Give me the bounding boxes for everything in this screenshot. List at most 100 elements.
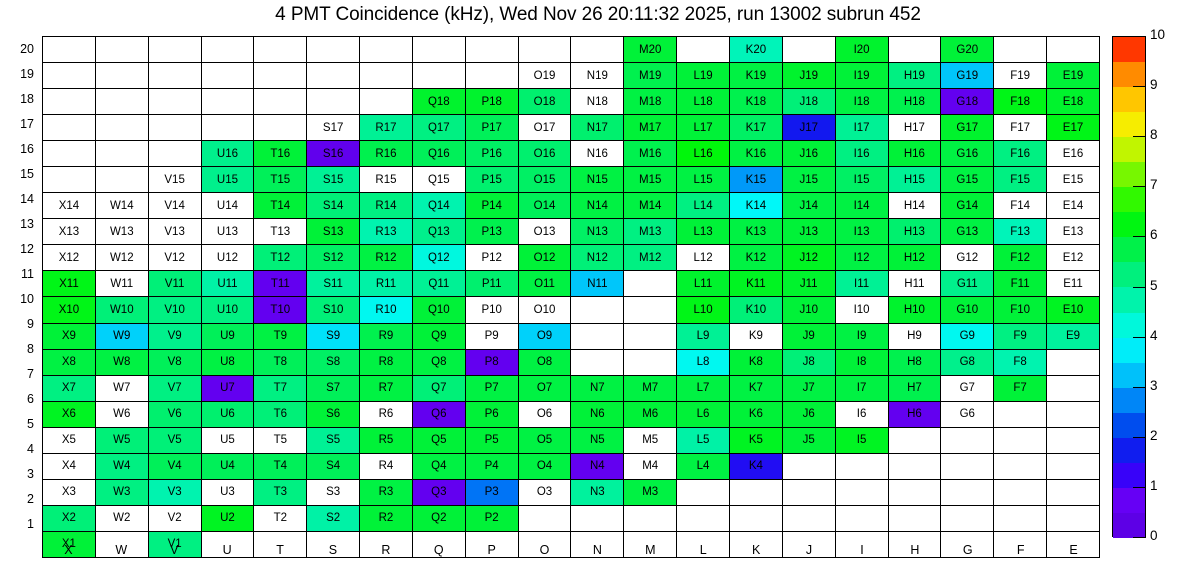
heatmap-cell-G15: G15 bbox=[940, 166, 995, 194]
heatmap-cell-E13: E13 bbox=[1046, 218, 1100, 246]
colorbar-tick-mark bbox=[1133, 336, 1146, 338]
heatmap-cell-U4: U4 bbox=[200, 452, 255, 480]
y-axis-tick-14: 14 bbox=[20, 191, 34, 206]
heatmap-cell-empty bbox=[834, 478, 889, 506]
heatmap-cell-F11: F11 bbox=[993, 270, 1048, 298]
heatmap-cell-empty bbox=[834, 504, 889, 532]
heatmap-cell-H15: H15 bbox=[887, 166, 942, 194]
heatmap-cell-K4: K4 bbox=[728, 452, 783, 480]
heatmap-cell-T16: T16 bbox=[253, 140, 308, 168]
heatmap-cell-P17: P17 bbox=[464, 114, 519, 142]
heatmap-row: X11 W11 V11 U11 T11 S11 R11 Q11 P11 O11 N11 L11 K11 J… bbox=[42, 270, 1100, 298]
heatmap-cell-U11: U11 bbox=[200, 270, 255, 298]
heatmap-cell-X3: X3 bbox=[42, 478, 96, 506]
heatmap-cell-S8: S8 bbox=[306, 348, 361, 376]
heatmap-cell-U10: U10 bbox=[200, 296, 255, 324]
heatmap-cell-V2: V2 bbox=[147, 504, 202, 532]
heatmap-cell-E11: E11 bbox=[1046, 270, 1100, 298]
heatmap-cell-K16: K16 bbox=[728, 140, 783, 168]
heatmap-cell-N4: N4 bbox=[570, 452, 625, 480]
heatmap-cell-O19: O19 bbox=[517, 62, 572, 90]
heatmap-cell-G11: G11 bbox=[940, 270, 995, 298]
heatmap-cell-empty bbox=[834, 452, 889, 480]
heatmap-cell-I14: I14 bbox=[834, 192, 889, 220]
x-axis-tick-H: H bbox=[910, 543, 920, 557]
heatmap-cell-empty bbox=[517, 35, 572, 64]
y-axis-tick-6: 6 bbox=[27, 392, 34, 407]
heatmap-cell-W6: W6 bbox=[94, 400, 149, 428]
heatmap-cell-K19: K19 bbox=[728, 62, 783, 90]
heatmap-cell-U12: U12 bbox=[200, 244, 255, 272]
heatmap-cell-U14: U14 bbox=[200, 192, 255, 220]
y-axis-tick-17: 17 bbox=[20, 116, 34, 131]
heatmap-cell-W14: W14 bbox=[94, 192, 149, 220]
heatmap-cell-empty bbox=[42, 62, 96, 90]
heatmap-row: X13 W13 V13 U13 T13 S13 R13 Q13 P13 O13 N13 M13 L13 K… bbox=[42, 218, 1100, 246]
x-axis-tick-R: R bbox=[381, 543, 391, 557]
heatmap-cell-H12: H12 bbox=[887, 244, 942, 272]
heatmap-cell-X1: X1 bbox=[42, 530, 96, 558]
heatmap-row: X7 W7 V7 U7 T7 S7 R7 Q7 P7 O7 N7 M7 L7 K7 J7 I7 H7 G7 F7 bbox=[42, 374, 1100, 402]
heatmap-cell-G8: G8 bbox=[940, 348, 995, 376]
heatmap-cell-empty bbox=[993, 35, 1048, 64]
heatmap-cell-L16: L16 bbox=[676, 140, 730, 168]
heatmap-cell-T8: T8 bbox=[253, 348, 308, 376]
heatmap-cell-E16: E16 bbox=[1046, 140, 1100, 168]
heatmap-cell-empty bbox=[306, 88, 361, 116]
heatmap-cell-empty bbox=[887, 452, 942, 480]
heatmap-cell-empty bbox=[781, 478, 836, 506]
heatmap-cell-L4: L4 bbox=[676, 452, 730, 480]
heatmap-cell-M17: M17 bbox=[623, 114, 678, 142]
heatmap-cell-empty bbox=[887, 530, 942, 558]
colorbar-band bbox=[1113, 462, 1145, 488]
heatmap-cell-H8: H8 bbox=[887, 348, 942, 376]
colorbar-tick-0: 0 bbox=[1150, 528, 1158, 543]
heatmap-cell-empty bbox=[200, 62, 255, 90]
heatmap-cell-S7: S7 bbox=[306, 374, 361, 402]
heatmap-cell-F15: F15 bbox=[993, 166, 1048, 194]
heatmap-cell-U7: U7 bbox=[200, 374, 255, 402]
y-axis-tick-12: 12 bbox=[20, 241, 34, 256]
heatmap-cell-X6: X6 bbox=[42, 400, 96, 428]
heatmap-cell-S9: S9 bbox=[306, 322, 361, 350]
heatmap-cell-empty bbox=[147, 140, 202, 168]
colorbar-band bbox=[1113, 187, 1145, 213]
colorbar-tick-mark bbox=[1133, 36, 1146, 37]
heatmap-cell-empty bbox=[147, 88, 202, 116]
colorbar-band bbox=[1113, 487, 1145, 513]
heatmap-cell-O7: O7 bbox=[517, 374, 572, 402]
x-axis-tick-Q: Q bbox=[433, 543, 444, 557]
heatmap-cell-W2: W2 bbox=[94, 504, 149, 532]
heatmap-cell-X13: X13 bbox=[42, 218, 96, 246]
heatmap-row: U16 T16 S16 R16 Q16 P16 O16 N16 M16 L16 K16 J16 I16 H… bbox=[42, 140, 1100, 168]
heatmap-cell-W8: W8 bbox=[94, 348, 149, 376]
heatmap-cell-empty bbox=[306, 530, 361, 558]
heatmap-cell-empty bbox=[940, 504, 995, 532]
heatmap-cell-M5: M5 bbox=[623, 426, 678, 454]
heatmap-cell-U3: U3 bbox=[200, 478, 255, 506]
heatmap-cell-F17: F17 bbox=[993, 114, 1048, 142]
heatmap-cell-empty bbox=[1046, 426, 1100, 454]
heatmap-cell-O13: O13 bbox=[517, 218, 572, 246]
heatmap-cell-S10: S10 bbox=[306, 296, 361, 324]
heatmap-cell-Q7: Q7 bbox=[411, 374, 466, 402]
colorbar-tick-1: 1 bbox=[1150, 477, 1158, 493]
heatmap-cell-Q12: Q12 bbox=[411, 244, 466, 272]
colorbar-band bbox=[1113, 87, 1145, 113]
heatmap-cell-O14: O14 bbox=[517, 192, 572, 220]
heatmap-cell-L14: L14 bbox=[676, 192, 730, 220]
heatmap-cell-O16: O16 bbox=[517, 140, 572, 168]
heatmap-cell-empty bbox=[676, 504, 730, 532]
heatmap-cell-G6: G6 bbox=[940, 400, 995, 428]
heatmap-cell-empty bbox=[1046, 530, 1100, 558]
y-axis-tick-9: 9 bbox=[27, 317, 34, 332]
heatmap-cell-V4: V4 bbox=[147, 452, 202, 480]
heatmap-cell-X5: X5 bbox=[42, 426, 96, 454]
heatmap-cell-L12: L12 bbox=[676, 244, 730, 272]
heatmap-cell-X14: X14 bbox=[42, 192, 96, 220]
heatmap-cell-I16: I16 bbox=[834, 140, 889, 168]
page-title: 4 PMT Coincidence (kHz), Wed Nov 26 20:1… bbox=[275, 4, 921, 25]
heatmap-cell-P8: P8 bbox=[464, 348, 519, 376]
x-axis-tick-X: X bbox=[64, 543, 73, 557]
